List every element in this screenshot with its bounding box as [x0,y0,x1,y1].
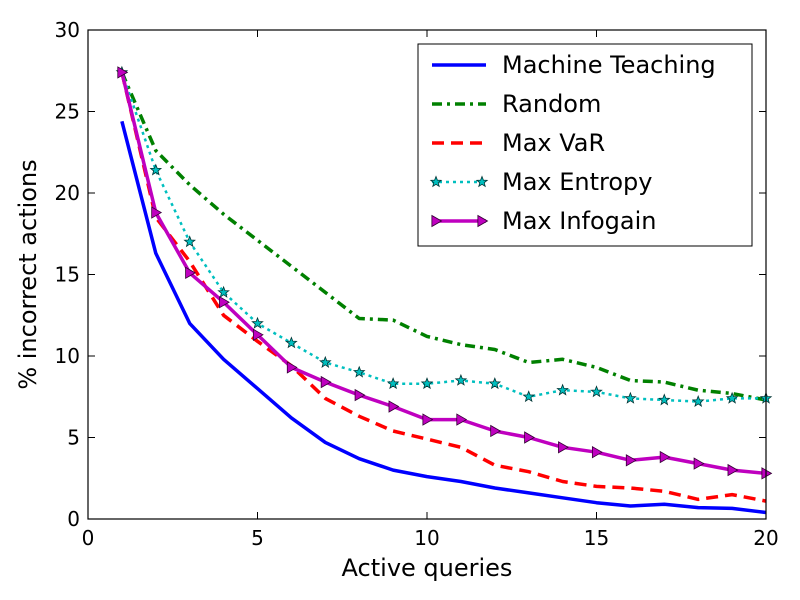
y-tick-label: 15 [55,263,80,287]
series-line [120,71,767,402]
data-point [318,355,332,368]
series-line [120,72,767,503]
series-line [120,71,766,403]
y-tick-label: 20 [55,181,80,205]
data-point [252,328,264,341]
legend-item: Random [432,90,601,118]
legend-label: Max Entropy [502,168,653,196]
data-point [522,390,535,403]
data-point [727,463,739,477]
data-point [183,235,196,248]
data-point [693,457,705,470]
data-point [388,400,400,413]
series-max-infogain [117,66,773,480]
legend-box [417,43,753,247]
axes-layer: 0 5 10 15 20 0 5 10 15 20 25 30 [55,18,779,550]
legend-marker [477,214,489,228]
series-machine-teaching [120,120,767,515]
legend-item: Machine Teaching [432,51,716,79]
data-point [149,163,163,176]
series-max-var [120,72,767,503]
data-point [691,394,705,408]
data-point [659,450,671,464]
data-point [454,373,468,386]
data-point [624,391,637,404]
data-point [422,413,434,426]
y-tick-label: 30 [55,18,80,42]
data-point [386,377,400,390]
data-point [320,375,332,389]
y-tick-label: 0 [67,507,80,531]
data-point [217,285,230,298]
data-point [286,361,298,374]
legend-label: Machine Teaching [502,51,716,79]
data-point [219,296,230,309]
data-point [591,445,603,459]
legend-label: Max Infogain [502,207,657,235]
series-random [120,71,767,402]
legend-item: Max VaR [432,129,605,157]
legend-label: Random [502,90,601,118]
series-line [120,71,767,476]
data-point [488,377,502,390]
x-tick-label: 15 [584,526,609,550]
data-point [490,424,502,438]
x-tick-label: 10 [414,526,439,550]
x-tick-label: 0 [82,526,95,550]
y-tick-label: 10 [55,344,80,368]
series-layer [115,65,773,515]
data-point [625,454,637,467]
legend-item: Max Infogain [431,207,657,235]
data-point [524,431,536,444]
data-point [285,336,298,349]
legend-item: Max Entropy [429,168,653,196]
data-point [658,393,671,406]
data-point [354,388,366,402]
y-axis-label: % incorrect actions [14,159,42,389]
data-point [251,316,264,329]
data-point [185,266,197,280]
data-point [456,413,468,426]
data-point [352,365,366,378]
legend-marker [431,214,443,228]
data-point [761,467,773,480]
data-point [151,206,163,219]
data-point [558,441,569,454]
series-max-entropy [115,65,773,408]
y-tick-label: 5 [67,426,80,450]
data-point [556,383,569,396]
data-point [117,66,129,79]
data-point [725,391,739,404]
legend-marker [429,175,443,188]
legend-marker [475,175,489,188]
series-line [120,120,767,515]
x-axis-label: Active queries [342,554,513,582]
x-tick-label: 20 [753,526,778,550]
x-tick-label: 5 [251,526,264,550]
legend: Machine Teaching Random Max VaR Max Entropy… [417,43,753,247]
data-point [590,385,603,398]
y-tick-label: 25 [55,100,80,124]
data-point [420,377,434,390]
legend-label: Max VaR [502,129,605,157]
